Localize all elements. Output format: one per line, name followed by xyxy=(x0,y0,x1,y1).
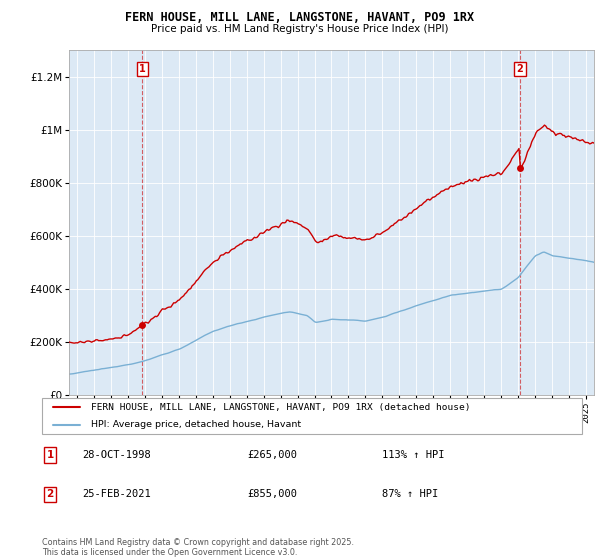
Text: 28-OCT-1998: 28-OCT-1998 xyxy=(83,450,151,460)
Text: 1: 1 xyxy=(139,64,146,74)
Text: Contains HM Land Registry data © Crown copyright and database right 2025.
This d: Contains HM Land Registry data © Crown c… xyxy=(42,538,354,557)
Text: 1: 1 xyxy=(46,450,54,460)
FancyBboxPatch shape xyxy=(42,398,582,434)
Text: 25-FEB-2021: 25-FEB-2021 xyxy=(83,489,151,499)
Text: FERN HOUSE, MILL LANE, LANGSTONE, HAVANT, PO9 1RX: FERN HOUSE, MILL LANE, LANGSTONE, HAVANT… xyxy=(125,11,475,24)
Text: £855,000: £855,000 xyxy=(247,489,297,499)
Text: 2: 2 xyxy=(46,489,54,499)
Text: Price paid vs. HM Land Registry's House Price Index (HPI): Price paid vs. HM Land Registry's House … xyxy=(151,24,449,34)
Text: FERN HOUSE, MILL LANE, LANGSTONE, HAVANT, PO9 1RX (detached house): FERN HOUSE, MILL LANE, LANGSTONE, HAVANT… xyxy=(91,403,470,412)
Text: 87% ↑ HPI: 87% ↑ HPI xyxy=(382,489,439,499)
Text: 113% ↑ HPI: 113% ↑ HPI xyxy=(382,450,445,460)
Text: £265,000: £265,000 xyxy=(247,450,297,460)
Text: HPI: Average price, detached house, Havant: HPI: Average price, detached house, Hava… xyxy=(91,420,301,429)
Text: 2: 2 xyxy=(517,64,523,74)
